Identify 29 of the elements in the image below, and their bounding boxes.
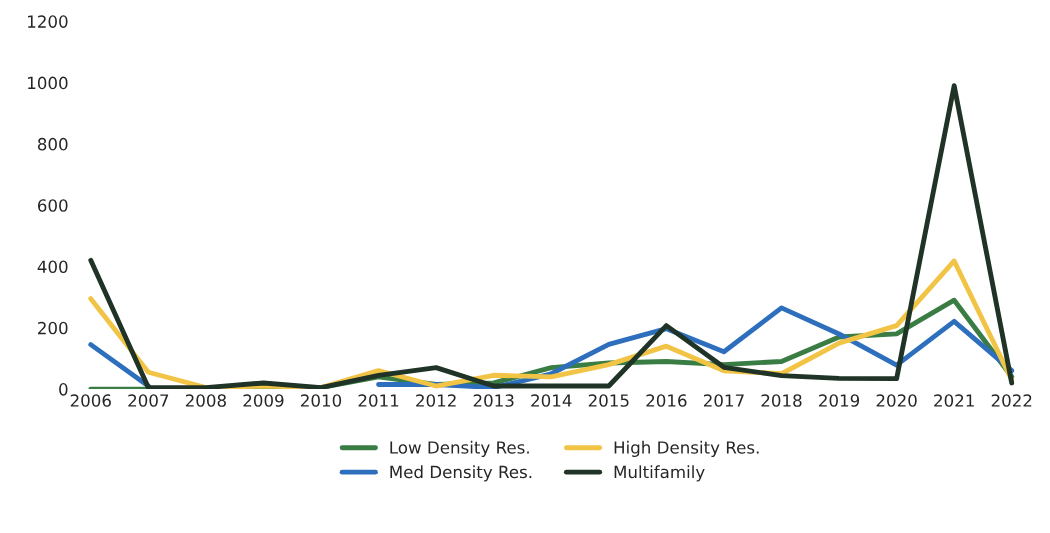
y-tick-label: 600 [37, 199, 68, 212]
x-tick-label: 2011 [358, 394, 399, 407]
y-tick-label: 0 [59, 383, 68, 396]
y-tick-label: 1000 [28, 76, 68, 90]
legend-label: Multifamily [614, 465, 705, 482]
x-tick-label: 2017 [703, 394, 744, 407]
legend-label: Med Density Res. [390, 465, 532, 482]
x-tick-label: 2021 [934, 394, 974, 407]
x-tick-label: 2022 [991, 394, 1032, 407]
legend-label: High Density Res. [614, 440, 759, 457]
y-tick-label: 800 [37, 137, 68, 151]
x-tick-label: 2013 [473, 394, 514, 407]
x-tick-label: 2007 [128, 394, 169, 407]
y-tick-label: 1200 [28, 15, 68, 28]
x-tick-label: 2019 [819, 394, 860, 407]
x-tick-label: 2009 [243, 394, 284, 407]
x-tick-label: 2012 [416, 394, 456, 407]
x-tick-label: 2010 [301, 394, 342, 407]
x-tick-label: 2014 [531, 394, 572, 407]
line-series [88, 83, 1015, 390]
x-tick-label: 2020 [876, 394, 917, 407]
y-tick-label: 400 [37, 260, 68, 274]
x-tick-label: 2018 [761, 394, 802, 407]
legend-label: Low Density Res. [390, 440, 529, 457]
x-tick-label: 2006 [70, 394, 111, 407]
x-tick-label: 2015 [588, 394, 629, 407]
x-tick-label: 2008 [185, 394, 226, 407]
x-tick-label: 2016 [646, 394, 687, 407]
y-tick-label: 200 [38, 321, 68, 335]
